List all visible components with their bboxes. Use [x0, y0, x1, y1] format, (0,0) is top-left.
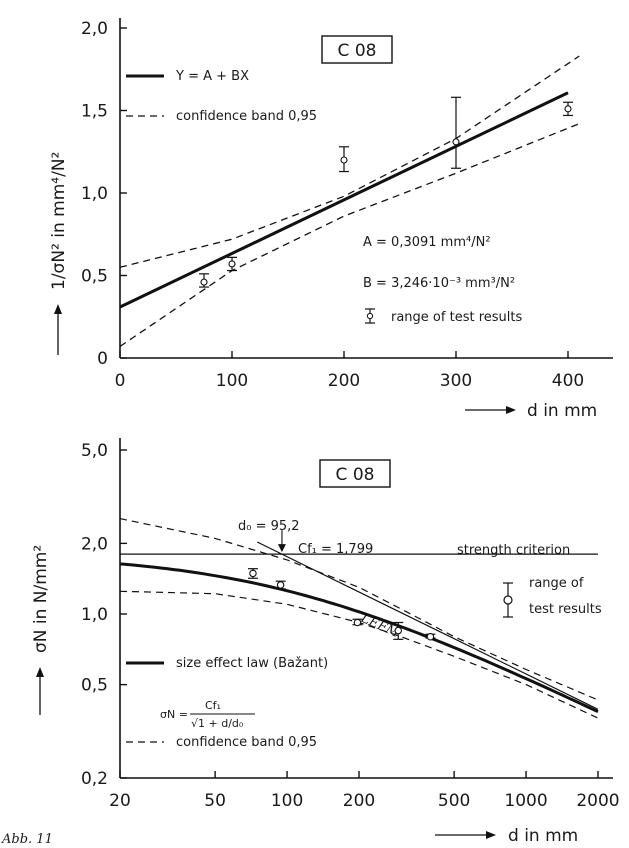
range-legend-swatch: [503, 582, 513, 618]
formula-denominator: √1 + d/d₀: [191, 717, 244, 730]
top-y-tick-label: 0: [97, 349, 108, 369]
bottom-band-lower: [119, 590, 599, 719]
data-point: [200, 278, 208, 286]
size-law-formula: σN = Cf₁ √1 + d/d₀: [160, 699, 255, 730]
bottom-x-axis-label: d in mm: [508, 826, 578, 846]
data-point: [228, 260, 236, 268]
top-y-tick-label: 1,5: [81, 102, 108, 122]
bottom-y-label-group: σN in N/mm²: [31, 545, 51, 715]
cft-label: Cf₁ = 1,799: [298, 542, 373, 557]
bottom-x-tick-label: 20: [109, 791, 131, 811]
data-point: [340, 156, 348, 164]
d0-label: d₀ = 95,2: [238, 519, 300, 534]
top-y-tick-label: 2,0: [81, 19, 108, 39]
top-x-axis-label: d in mm: [527, 401, 597, 421]
bottom-x-tick-label: 2000: [576, 791, 619, 811]
top-x-tick-label: 0: [115, 371, 126, 391]
bottom-y-tick-label: 2,0: [81, 534, 108, 554]
formula-numerator: Cf₁: [205, 699, 221, 712]
bottom-y-tick-label: 0,2: [81, 769, 108, 789]
d0-arrow-head: [277, 544, 286, 553]
bottom-y-tick-label: 5,0: [81, 441, 108, 461]
bottom-x-tick-label: 1000: [504, 791, 547, 811]
bottom-y-tick-label: 1,0: [81, 605, 108, 625]
bottom-data-point: [394, 626, 403, 635]
legend-band-label: confidence band 0,95: [176, 109, 317, 124]
top-y-ticks: 0 0,5 1,0 1,5 2,0: [81, 19, 127, 369]
top-annotation-A: A = 0,3091 mm⁴/N²: [363, 235, 491, 250]
bottom-panel-label-box: [319, 459, 391, 488]
bottom-panel-label: C 08: [336, 465, 375, 485]
bottom-x-tick-label: 200: [343, 791, 375, 811]
figure-caption: Abb. 11: [1, 832, 53, 847]
formula-lhs: σN =: [160, 708, 188, 721]
top-y-tick-label: 0,5: [81, 267, 108, 287]
bottom-x-label-group: d in mm: [435, 826, 578, 846]
data-point: [564, 105, 572, 113]
top-x-tick-label: 400: [552, 371, 584, 391]
bottom-x-tick-label: 100: [271, 791, 303, 811]
bottom-x-ticks: 20 50 100 200 500 1000 2000: [109, 771, 620, 811]
legend-range-swatch: [365, 308, 375, 324]
size-effect-curve: [119, 562, 599, 714]
bottom-x-tick-label: 50: [204, 791, 226, 811]
top-x-ticks: 0 100 200 300 400: [115, 351, 584, 391]
top-y-axis-label: 1/σN² in mm⁴/N²: [49, 152, 69, 290]
range-legend-line2: test results: [529, 602, 602, 617]
bottom-y-tick-label: 0,5: [81, 676, 108, 696]
top-y-tick-label: 1,0: [81, 184, 108, 204]
legend-range-label: range of test results: [391, 310, 522, 325]
data-point: [452, 138, 460, 146]
top-marks: [119, 55, 580, 347]
bottom-chart: 20 50 100 200 500 1000 2000 0,2 0,5 1,0 2,0 5,0 σN…: [31, 438, 620, 846]
bottom-y-axis-label: σN in N/mm²: [31, 545, 51, 653]
lefm-line: [256, 541, 599, 710]
bottom-marks: [119, 518, 599, 719]
bottom-band-label: confidence band 0,95: [176, 735, 317, 750]
bottom-data-point: [249, 569, 257, 578]
range-legend-line1: range of: [529, 576, 584, 591]
top-x-tick-label: 300: [440, 371, 472, 391]
bottom-band-upper: [119, 518, 599, 701]
top-annotation-B: B = 3,246·10⁻³ mm³/N²: [363, 276, 515, 291]
top-x-tick-label: 200: [328, 371, 360, 391]
fit-line: [119, 91, 569, 309]
size-law-label: size effect law (Bažant): [176, 656, 328, 671]
legend-fit-label: Y = A + BX: [175, 69, 249, 84]
top-chart: 0 100 200 300 400 0 0,5 1,0 1,5 2,0 1/σN² in mm⁴…: [49, 18, 613, 421]
bottom-y-ticks: 0,2 0,5 1,0 2,0 5,0: [81, 441, 127, 789]
bottom-data-point: [426, 632, 435, 641]
bottom-data-point: [353, 618, 362, 627]
bottom-data-point: [276, 581, 285, 589]
top-y-label-group: 1/σN² in mm⁴/N²: [49, 152, 69, 355]
top-panel-label: C 08: [338, 41, 377, 61]
bottom-x-tick-label: 500: [438, 791, 470, 811]
top-panel-label-box: [321, 35, 393, 64]
confidence-band-upper: [119, 55, 580, 268]
confidence-band-lower: [119, 123, 580, 347]
strength-criterion-label: strength criterion: [457, 543, 570, 558]
top-x-label-group: d in mm: [465, 401, 597, 421]
top-x-tick-label: 100: [216, 371, 248, 391]
